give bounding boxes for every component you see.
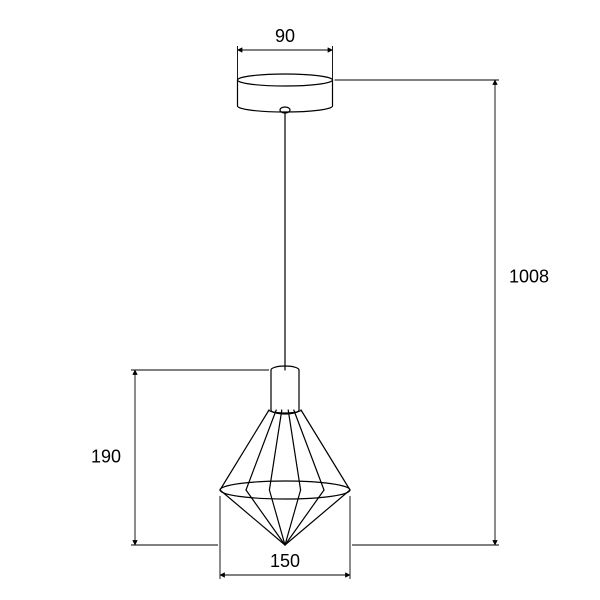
technical-drawing: 90 1008 190 150	[0, 0, 600, 600]
cage-shoulder-ring	[220, 481, 350, 499]
dim-cage-height: 190	[91, 446, 121, 466]
dim-cage-width: 150	[270, 551, 300, 571]
dim-canopy-width: 90	[275, 26, 295, 46]
canopy-top-ellipse	[238, 74, 333, 86]
dim-total-height: 1008	[509, 267, 549, 287]
lamp-geometry	[220, 74, 350, 545]
cage-neck	[269, 410, 301, 413]
